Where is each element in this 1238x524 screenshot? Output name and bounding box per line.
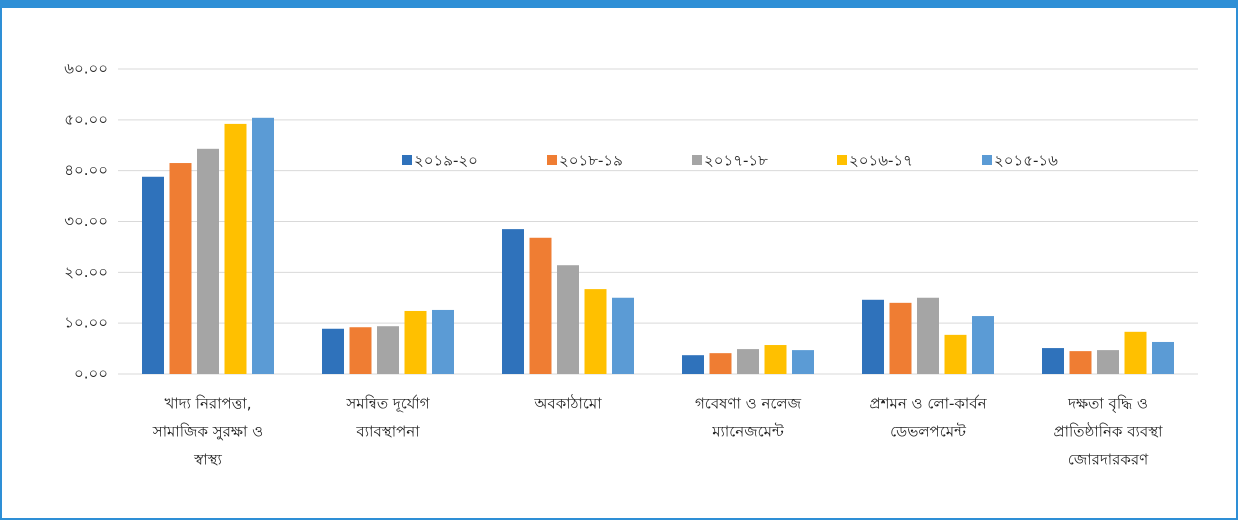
y-tick-label: ৬০.০০ [64, 60, 108, 78]
legend-label: ২০১৫-১৬ [994, 152, 1058, 170]
x-tick-label: ম্যানেজমেন্ট [711, 423, 784, 441]
legend-label: ২০১৯-২০ [414, 152, 478, 170]
bar [404, 310, 427, 374]
bar [1124, 331, 1147, 374]
legend-swatch [692, 155, 702, 165]
x-tick-label: স্বাস্থ্য [193, 451, 222, 469]
top-bar [0, 0, 1238, 8]
bar [432, 309, 454, 374]
y-tick-label: ২০.০০ [64, 263, 108, 281]
legend-label: ২০১৬-১৭ [849, 152, 913, 170]
x-tick-label: ব্যাবস্থাপনা [355, 423, 420, 441]
legend-swatch [547, 155, 557, 165]
legend-swatch [837, 155, 847, 165]
bar [197, 148, 219, 374]
bar [169, 163, 192, 374]
bar [1069, 351, 1092, 374]
bar [709, 353, 732, 374]
bar [142, 176, 164, 374]
x-tick-label: জোরদারকরণ [1068, 451, 1149, 469]
x-tick-label: সামাজিক সুরক্ষা ও [152, 423, 263, 441]
bar [972, 316, 994, 374]
bar [529, 237, 552, 374]
x-tick-label: প্রাতিষ্ঠানিক ব্যবস্থা [1053, 423, 1163, 441]
bar [944, 334, 967, 374]
x-tick-label: দক্ষতা বৃদ্ধি ও [1067, 395, 1148, 414]
bar [224, 123, 247, 375]
legend-swatch [982, 155, 992, 165]
bar [252, 117, 274, 375]
bar [349, 327, 372, 374]
bar [377, 326, 399, 374]
bar [737, 349, 759, 374]
bar [917, 297, 939, 374]
bar [889, 302, 912, 374]
x-tick-label: অবকাঠামো [533, 395, 602, 413]
legend-label: ২০১৭-১৮ [704, 152, 768, 170]
bar [502, 229, 524, 374]
y-tick-label: ৪০.০০ [64, 161, 108, 179]
bar [1097, 350, 1119, 374]
bar [1152, 341, 1174, 374]
y-tick-label: ৫০.০০ [64, 110, 108, 128]
bar [862, 299, 884, 374]
bar [612, 297, 634, 374]
bar [584, 289, 607, 374]
bar [557, 265, 579, 374]
y-tick-label: ৩০.০০ [64, 212, 108, 230]
bar [322, 328, 344, 374]
y-tick-label: ১০.০০ [64, 314, 108, 332]
x-tick-label: সমন্বিত দূর্যোগ [345, 395, 430, 414]
x-tick-label: খাদ্য নিরাপত্তা, [164, 395, 251, 413]
bar [682, 355, 704, 374]
y-tick-label: ০.০০ [74, 365, 108, 383]
bar [792, 350, 814, 374]
bar [764, 345, 787, 374]
legend-swatch [402, 155, 412, 165]
x-tick-label: ডেভলপমেন্ট [890, 423, 966, 441]
bar [1042, 348, 1064, 374]
x-tick-label: প্রশমন ও লো-কার্বন [869, 395, 987, 413]
x-tick-label: গবেষণা ও নলেজ [695, 395, 802, 413]
legend-label: ২০১৮-১৯ [559, 152, 623, 170]
